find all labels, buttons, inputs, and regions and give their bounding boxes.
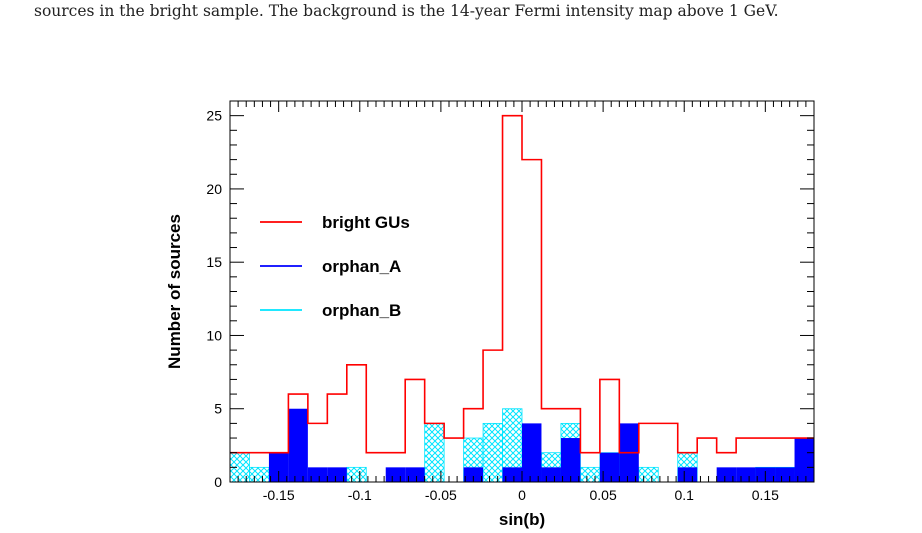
orphan-a-bar — [716, 467, 737, 482]
legend-label: orphan_B — [322, 301, 401, 320]
x-tick-label: 0.15 — [752, 487, 779, 503]
orphan-a-bar — [794, 438, 814, 482]
y-tick-label: 15 — [206, 254, 222, 270]
orphan-b-bar — [482, 422, 503, 482]
orphan-a-bar — [327, 467, 347, 482]
orphan-a-bar — [560, 438, 581, 482]
x-axis-title: sin(b) — [499, 510, 545, 529]
orphan-a-bar — [385, 467, 406, 482]
x-tick-label: 0.1 — [674, 487, 694, 503]
y-tick-label: 5 — [214, 401, 222, 417]
orphan-a-bar — [677, 467, 698, 482]
orphan-b-bar — [346, 466, 367, 482]
orphan-b-bar — [249, 466, 270, 482]
orphan-a-bar — [736, 467, 756, 482]
y-axis-title: Number of sources — [165, 214, 184, 369]
orphan-b-bar — [580, 466, 601, 482]
orphan-b-bar — [638, 466, 659, 482]
bright-gus-step-line — [230, 114, 814, 454]
y-tick-label: 25 — [206, 108, 222, 124]
x-tick-label: -0.05 — [425, 487, 457, 503]
x-tick-label: -0.1 — [348, 487, 372, 503]
legend-label: bright GUs — [322, 213, 410, 232]
y-tick-label: 10 — [206, 327, 222, 343]
figure-caption: sources in the bright sample. The backgr… — [34, 2, 779, 20]
orphan-a-bar — [268, 452, 289, 482]
orphan-a-bar — [599, 452, 620, 482]
orphan-a-bar — [502, 467, 522, 482]
y-tick-label: 20 — [206, 181, 222, 197]
x-tick-label: 0 — [518, 487, 526, 503]
orphan-a-bar — [522, 423, 542, 482]
x-tick-label: 0.05 — [589, 487, 616, 503]
orphan-a-bar — [775, 467, 795, 482]
orphan-a-bar — [405, 467, 425, 482]
legend-label: orphan_A — [322, 257, 401, 276]
orphan-a-bar — [541, 467, 561, 482]
orphan-a-bar — [288, 408, 308, 482]
orphan-a-bar — [463, 467, 484, 482]
orphan-a-bar — [307, 467, 328, 482]
x-tick-label: -0.15 — [263, 487, 295, 503]
y-tick-label: 0 — [214, 474, 222, 490]
